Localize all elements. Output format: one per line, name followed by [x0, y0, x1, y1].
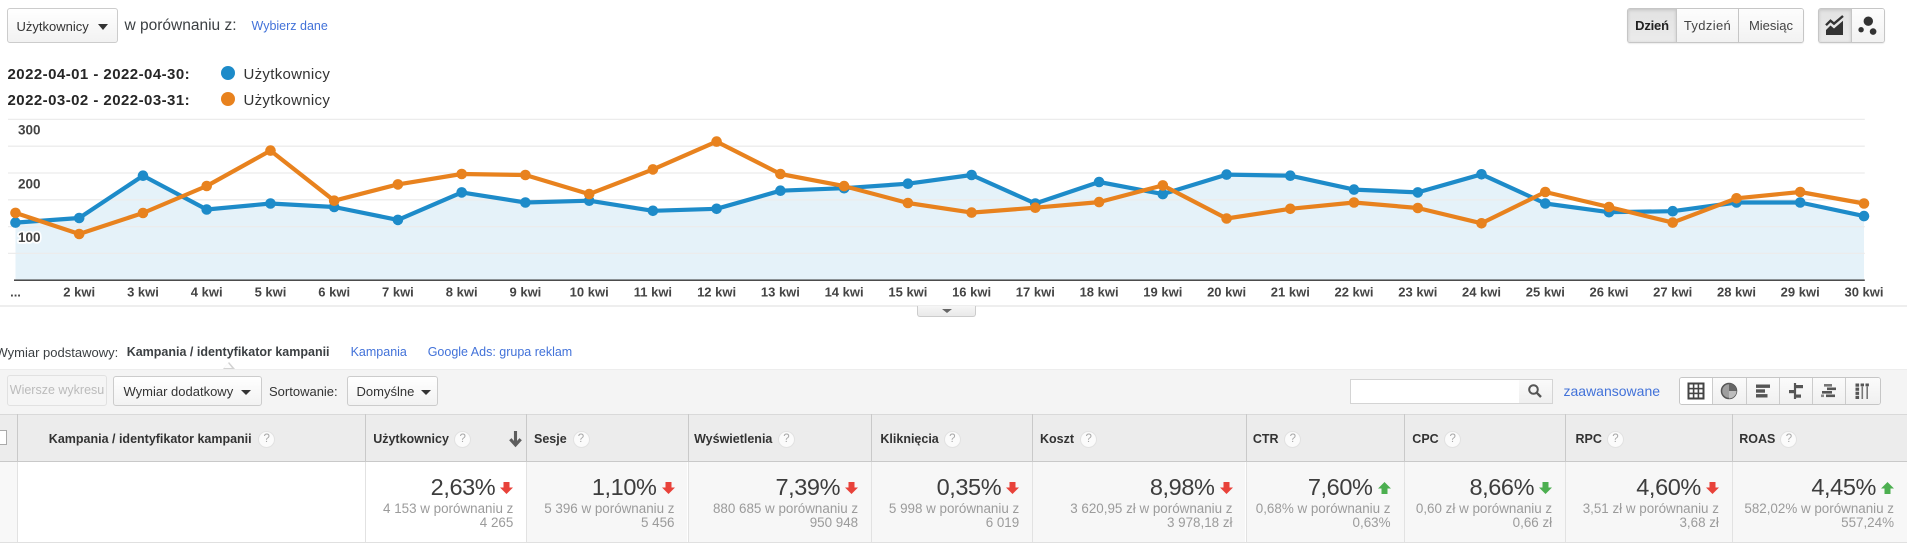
svg-text:10 kwi: 10 kwi — [570, 285, 609, 300]
svg-text:12 kwi: 12 kwi — [697, 285, 736, 300]
svg-text:24 kwi: 24 kwi — [1462, 285, 1501, 300]
svg-text:200: 200 — [18, 176, 41, 191]
svg-text:5 kwi: 5 kwi — [255, 285, 287, 300]
svg-text:19 kwi: 19 kwi — [1143, 285, 1182, 300]
svg-text:6 kwi: 6 kwi — [318, 285, 350, 300]
svg-text:100: 100 — [18, 230, 41, 245]
svg-text:14 kwi: 14 kwi — [825, 285, 864, 300]
svg-text:4 kwi: 4 kwi — [191, 285, 223, 300]
svg-text:23 kwi: 23 kwi — [1398, 285, 1437, 300]
svg-text:28 kwi: 28 kwi — [1717, 285, 1756, 300]
svg-text:2 kwi: 2 kwi — [63, 285, 95, 300]
svg-text:3 kwi: 3 kwi — [127, 285, 159, 300]
svg-text:8 kwi: 8 kwi — [446, 285, 478, 300]
svg-text:16 kwi: 16 kwi — [952, 285, 991, 300]
svg-text:18 kwi: 18 kwi — [1080, 285, 1119, 300]
svg-text:27 kwi: 27 kwi — [1653, 285, 1692, 300]
svg-text:...: ... — [10, 285, 21, 300]
svg-text:20 kwi: 20 kwi — [1207, 285, 1246, 300]
svg-text:11 kwi: 11 kwi — [634, 285, 672, 300]
svg-text:15 kwi: 15 kwi — [888, 285, 927, 300]
svg-text:9 kwi: 9 kwi — [510, 285, 542, 300]
svg-text:21 kwi: 21 kwi — [1271, 285, 1310, 300]
svg-text:17 kwi: 17 kwi — [1016, 285, 1055, 300]
svg-text:25 kwi: 25 kwi — [1526, 285, 1565, 300]
svg-text:22 kwi: 22 kwi — [1334, 285, 1373, 300]
svg-text:26 kwi: 26 kwi — [1589, 285, 1628, 300]
svg-text:7 kwi: 7 kwi — [382, 285, 414, 300]
svg-text:29 kwi: 29 kwi — [1781, 285, 1820, 300]
svg-text:13 kwi: 13 kwi — [761, 285, 800, 300]
svg-text:300: 300 — [18, 123, 41, 138]
svg-text:30 kwi: 30 kwi — [1844, 285, 1883, 300]
